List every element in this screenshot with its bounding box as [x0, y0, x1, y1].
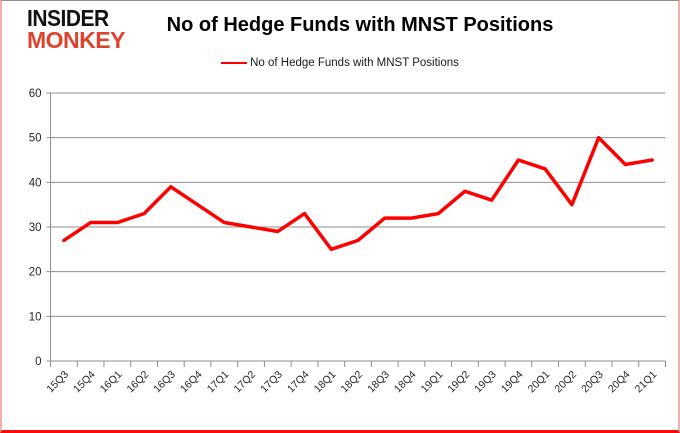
x-axis-tick-label: 19Q2 — [445, 369, 472, 396]
y-axis-tick-label: 20 — [29, 267, 42, 279]
x-axis-tick-label: 19Q3 — [472, 369, 499, 396]
x-axis-tick-label: 16Q1 — [98, 369, 125, 396]
y-axis-tick-label: 10 — [29, 311, 42, 323]
logo-word-insider: INSIDER — [27, 6, 109, 32]
y-axis-tick-label: 30 — [29, 222, 42, 234]
x-axis-tick-label: 19Q1 — [419, 369, 446, 396]
x-axis-tick-label: 16Q3 — [151, 369, 178, 396]
x-axis-tick-label: 16Q4 — [178, 369, 205, 396]
x-axis-tick-label: 15Q3 — [44, 369, 71, 396]
y-axis-tick-label: 0 — [35, 356, 41, 368]
x-axis-tick-label: 19Q4 — [499, 369, 526, 396]
logo-word-monkey: MONKEY — [27, 26, 125, 53]
y-axis-tick-label: 60 — [29, 88, 42, 100]
x-axis-tick-label: 17Q4 — [285, 369, 312, 396]
y-axis-tick-label: 40 — [29, 177, 42, 189]
x-axis-tick-label: 17Q1 — [205, 369, 232, 396]
x-axis-tick-label: 20Q3 — [579, 369, 606, 396]
x-axis-tick-label: 20Q4 — [606, 369, 633, 396]
y-axis-tick-label: 50 — [29, 133, 42, 145]
x-axis-tick-label: 18Q4 — [392, 369, 419, 396]
x-axis-tick-label: 17Q2 — [232, 369, 259, 396]
chart-title: No of Hedge Funds with MNST Positions — [166, 14, 554, 36]
x-axis-tick-label: 16Q2 — [125, 369, 152, 396]
legend-label: No of Hedge Funds with MNST Positions — [250, 57, 459, 69]
chart-legend: No of Hedge Funds with MNST Positions — [2, 57, 678, 69]
legend-line-swatch — [221, 62, 248, 64]
series-line — [62, 135, 654, 252]
x-axis-tick-label: 18Q3 — [365, 369, 392, 396]
x-axis-tick-label: 21Q1 — [633, 369, 660, 396]
x-axis-tick-label: 15Q4 — [71, 369, 98, 396]
insider-monkey-logo: INSIDER MONKEY — [27, 6, 125, 53]
x-axis-tick-label: 18Q2 — [338, 369, 365, 396]
x-axis-tick-label: 18Q1 — [312, 369, 339, 396]
x-axis-tick-label: 17Q3 — [258, 369, 285, 396]
x-axis-tick-label: 20Q1 — [526, 369, 553, 396]
x-axis-tick-label: 20Q2 — [552, 369, 579, 396]
